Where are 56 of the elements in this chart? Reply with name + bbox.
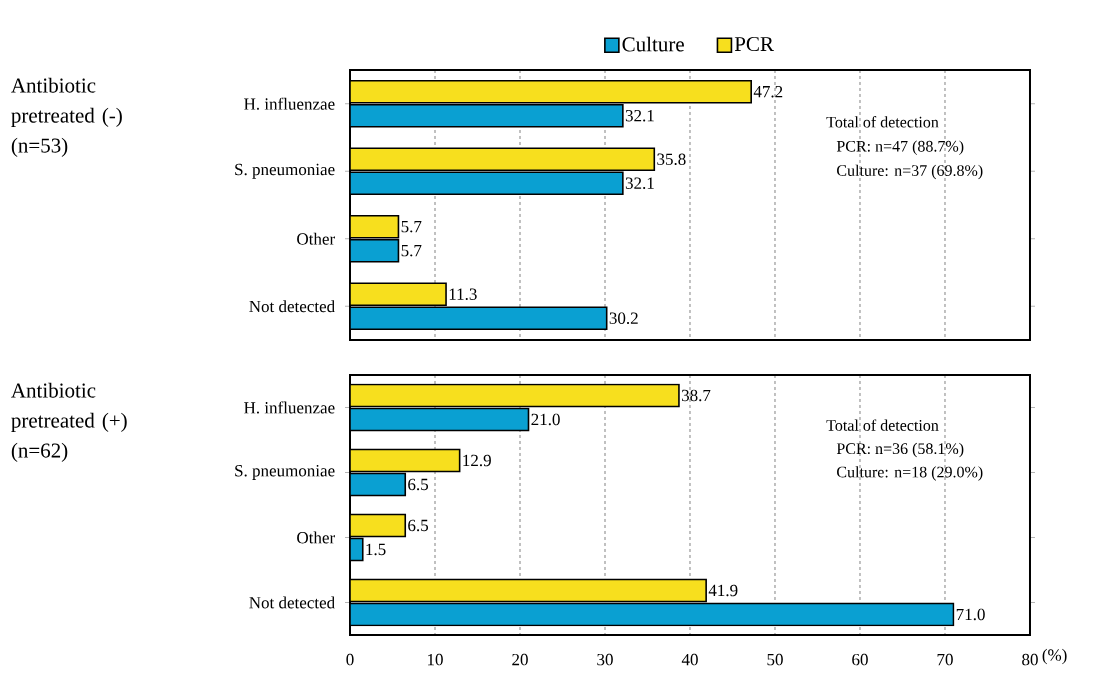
data-label: 6.5 xyxy=(408,519,429,532)
y-tick-label: H. influenzae xyxy=(244,97,335,110)
x-tick-label: 0 xyxy=(346,653,354,666)
annotation: Culture: n=18 (29.0%) xyxy=(837,466,983,481)
data-label: 32.1 xyxy=(625,109,654,122)
x-tick-label: 80 xyxy=(1022,653,1038,666)
annotation: PCR: n=36 (58.1%) xyxy=(836,442,964,458)
text: Antibiotic pretreated (-) (n=53) xyxy=(11,77,122,157)
data-label: 12.9 xyxy=(463,454,491,467)
bar xyxy=(350,513,407,538)
data-label: 1.5 xyxy=(366,543,386,556)
legend-label: Culture xyxy=(622,36,684,52)
x-tick-label: 60 xyxy=(852,653,868,666)
data-label: 5.7 xyxy=(401,245,422,257)
y-tick-label: Not detected xyxy=(249,596,335,609)
data-label: 47.2 xyxy=(753,85,783,98)
y-tick-label: H. influenzae xyxy=(244,401,335,414)
x-tick-label: 20 xyxy=(512,653,528,666)
text: Antibiotic pretreated (+) (n=62) xyxy=(11,382,127,462)
y-tick-label: Other xyxy=(297,531,335,544)
annotation: Culture: n=37 (69.8%) xyxy=(837,164,983,180)
x-tick-label: 50 xyxy=(767,653,783,666)
annotation: Total of detection xyxy=(826,419,939,431)
data-label: 21.0 xyxy=(531,413,560,426)
bar xyxy=(350,383,680,408)
bar xyxy=(350,79,752,104)
data-label: 11.3 xyxy=(449,288,477,300)
data-label: 41.9 xyxy=(708,584,738,597)
x-tick-label: 30 xyxy=(597,653,613,666)
bar xyxy=(350,171,624,196)
data-label: 30.2 xyxy=(609,312,638,325)
bar xyxy=(350,448,461,473)
data-label: 32.1 xyxy=(625,177,654,189)
x-tick-label: 10 xyxy=(427,653,443,666)
bar xyxy=(350,306,608,331)
x-axis-title: (%) xyxy=(1042,648,1067,665)
x-tick-label: 40 xyxy=(681,653,698,666)
bar xyxy=(350,602,955,627)
data-label: 35.8 xyxy=(657,153,686,166)
annotation: PCR: n=47 (88.7%) xyxy=(836,140,964,155)
bar xyxy=(350,103,624,128)
y-tick-label: S. pneumoniae xyxy=(235,465,335,480)
data-label: 38.7 xyxy=(681,389,711,402)
bar xyxy=(350,472,407,497)
data-label: 6.5 xyxy=(408,478,429,491)
y-tick-label: Other xyxy=(297,232,335,245)
annotation: Total of detection xyxy=(826,116,939,128)
data-label: 5.7 xyxy=(401,221,422,233)
bar xyxy=(350,407,530,432)
legend-label: PCR xyxy=(734,37,774,52)
y-tick-label: Not detected xyxy=(249,300,335,313)
bar xyxy=(350,147,656,172)
y-tick-label: S. pneumoniae xyxy=(235,163,335,179)
x-tick-label: 70 xyxy=(937,653,953,666)
data-label: 71.0 xyxy=(956,608,985,621)
bar xyxy=(350,578,707,603)
